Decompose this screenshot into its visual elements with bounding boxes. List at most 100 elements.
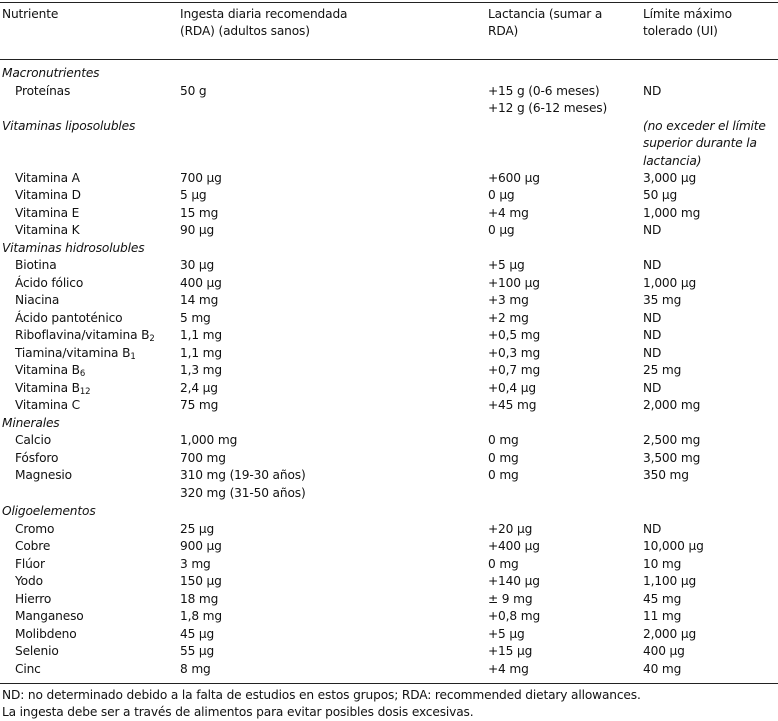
rda-value: 8 mg — [180, 661, 211, 676]
table-row: Vitamina A 700 μg +600 μg 3,000 μg — [0, 170, 778, 188]
section-title: Vitaminas liposolubles — [2, 118, 136, 133]
table-row: Cobre 900 μg +400 μg 10,000 μg — [0, 538, 778, 556]
lactancia-value: +0,3 mg — [488, 345, 541, 360]
rda-value: 2,4 μg — [180, 380, 218, 395]
table-row: Vitamina D 5 μg 0 μg 50 μg — [0, 187, 778, 205]
table-row: Vitamina B12 2,4 μg +0,4 μg ND — [0, 380, 778, 398]
nutrient-name-text: Tiamina/vitamina B — [15, 345, 131, 360]
lactancia-value: 0 μg — [488, 188, 515, 202]
section-row-oligoelementos: Oligoelementos — [0, 503, 778, 521]
limite-value: ND — [643, 310, 662, 325]
section-title: Macronutrientes — [2, 66, 100, 80]
nutrient-name: Proteínas — [15, 83, 71, 98]
table-row: Flúor 3 mg 0 mg 10 mg — [0, 556, 778, 574]
section-title: Vitaminas hidrosolubles — [2, 240, 145, 255]
nutrient-subscript: 1 — [130, 351, 136, 362]
table-row: Vitamina K 90 μg 0 μg ND — [0, 222, 778, 240]
rda-value: 5 μg — [180, 188, 207, 202]
nutrient-name: Ácido fólico — [15, 275, 84, 290]
section-title: Oligoelementos — [2, 504, 96, 518]
rda-value: 400 μg — [180, 275, 222, 290]
nutrient-name: Yodo — [15, 574, 43, 588]
lactancia-value: +3 mg — [488, 293, 529, 307]
rda-value: 15 mg — [180, 205, 219, 220]
table-row: Magnesio 310 mg (19-30 años) 320 mg (31-… — [0, 467, 778, 503]
rda-value: 310 mg (19-30 años) 320 mg (31-50 años) — [180, 467, 306, 502]
limite-value: 2,000 mg — [643, 398, 701, 412]
table-body: Macronutrientes Proteínas 50 g +15 g (0-… — [0, 65, 778, 678]
rda-line: 320 mg (31-50 años) — [180, 485, 306, 500]
nutrient-name: Cromo — [15, 521, 55, 536]
rda-value: 3 mg — [180, 556, 211, 571]
table-header: Nutriente Ingesta diaria recomendada (RD… — [0, 6, 778, 58]
nutrient-name-text: Vitamina B — [15, 363, 80, 377]
lactancia-value: +140 μg — [488, 574, 540, 588]
rda-value: 700 mg — [180, 450, 226, 465]
rda-value: 1,1 mg — [180, 328, 222, 342]
limite-value: ND — [643, 380, 662, 395]
rda-value: 1,000 mg — [180, 433, 238, 447]
nutrient-name-text: Riboflavina/vitamina B — [15, 328, 150, 342]
limite-value: 10,000 μg — [643, 539, 704, 553]
rda-value: 90 μg — [180, 223, 215, 237]
rda-value: 1,3 mg — [180, 363, 222, 377]
section-row-hidrosolubles: Vitaminas hidrosolubles — [0, 240, 778, 258]
section-title: Minerales — [2, 415, 60, 430]
header-limite: Límite máximo tolerado (UI) — [643, 7, 732, 38]
section-row-minerales: Minerales — [0, 415, 778, 433]
limite-value: 50 μg — [643, 188, 678, 202]
nutrient-name: Vitamina K — [15, 223, 80, 237]
lactancia-line: +12 g (6-12 meses) — [488, 101, 608, 115]
lactancia-value: +5 μg — [488, 626, 525, 641]
section-row-macronutrientes: Macronutrientes — [0, 65, 778, 83]
lactancia-value: +100 μg — [488, 275, 540, 290]
lactancia-value: +400 μg — [488, 539, 540, 553]
lactancia-value: 0 mg — [488, 556, 519, 571]
header-lactancia: Lactancia (sumar a RDA) — [488, 7, 603, 38]
nutrient-name: Flúor — [15, 556, 45, 571]
limite-value: 25 mg — [643, 363, 682, 377]
nutrient-name: Calcio — [15, 433, 52, 447]
table-row: Tiamina/vitamina B1 1,1 mg +0,3 mg ND — [0, 345, 778, 363]
lactancia-value: +4 mg — [488, 205, 529, 220]
limite-value: 2,500 mg — [643, 433, 701, 447]
limite-value: ND — [643, 328, 662, 342]
limite-value: 1,000 mg — [643, 205, 701, 220]
nutrient-name: Cinc — [15, 661, 41, 676]
nutrient-subscript: 12 — [79, 386, 91, 397]
rda-value: 25 μg — [180, 521, 215, 536]
lactancia-value: +0,7 mg — [488, 363, 541, 377]
table-row: Ácido pantoténico 5 mg +2 mg ND — [0, 310, 778, 328]
limite-value: 400 μg — [643, 644, 685, 658]
lactancia-value: 0 mg — [488, 450, 519, 465]
table-row: Fósforo 700 mg 0 mg 3,500 mg — [0, 450, 778, 468]
lactancia-value: 0 mg — [488, 468, 519, 482]
rda-value: 55 μg — [180, 644, 215, 658]
limite-value: ND — [643, 345, 662, 360]
limite-value: 2,000 μg — [643, 626, 697, 641]
footnote-line-abbreviations: ND: no determinado debido a la falta de … — [2, 688, 641, 702]
limite-value: 350 mg — [643, 468, 689, 482]
limite-value: ND — [643, 83, 662, 98]
lactancia-value: +0,8 mg — [488, 609, 541, 623]
nutrient-name: Manganeso — [15, 609, 84, 623]
nutrient-name: Fósforo — [15, 450, 59, 465]
nutrient-name: Magnesio — [15, 468, 72, 482]
table-row: Cinc 8 mg +4 mg 40 mg — [0, 661, 778, 679]
lactancia-value: 0 mg — [488, 433, 519, 447]
table-row: Niacina 14 mg +3 mg 35 mg — [0, 292, 778, 310]
table-row: Proteínas 50 g +15 g (0-6 meses) +12 g (… — [0, 83, 778, 118]
nutrient-name: Ácido pantoténico — [15, 310, 123, 325]
limite-value: ND — [643, 258, 662, 272]
table-row: Cromo 25 μg +20 μg ND — [0, 521, 778, 539]
table-row: Selenio 55 μg +15 μg 400 μg — [0, 643, 778, 661]
rda-value: 700 μg — [180, 170, 222, 185]
rda-value: 5 mg — [180, 310, 211, 325]
rda-line: 310 mg (19-30 años) — [180, 468, 306, 482]
nutrient-subscript: 2 — [149, 334, 155, 344]
table-row: Biotina 30 μg +5 μg ND — [0, 257, 778, 275]
nutrient-name: Vitamina A — [15, 170, 80, 185]
lactancia-line: +15 g (0-6 meses) — [488, 83, 600, 98]
lactancia-value: +15 μg — [488, 644, 533, 658]
footnote-line-ingesta: La ingesta debe ser a través de alimento… — [2, 705, 474, 719]
